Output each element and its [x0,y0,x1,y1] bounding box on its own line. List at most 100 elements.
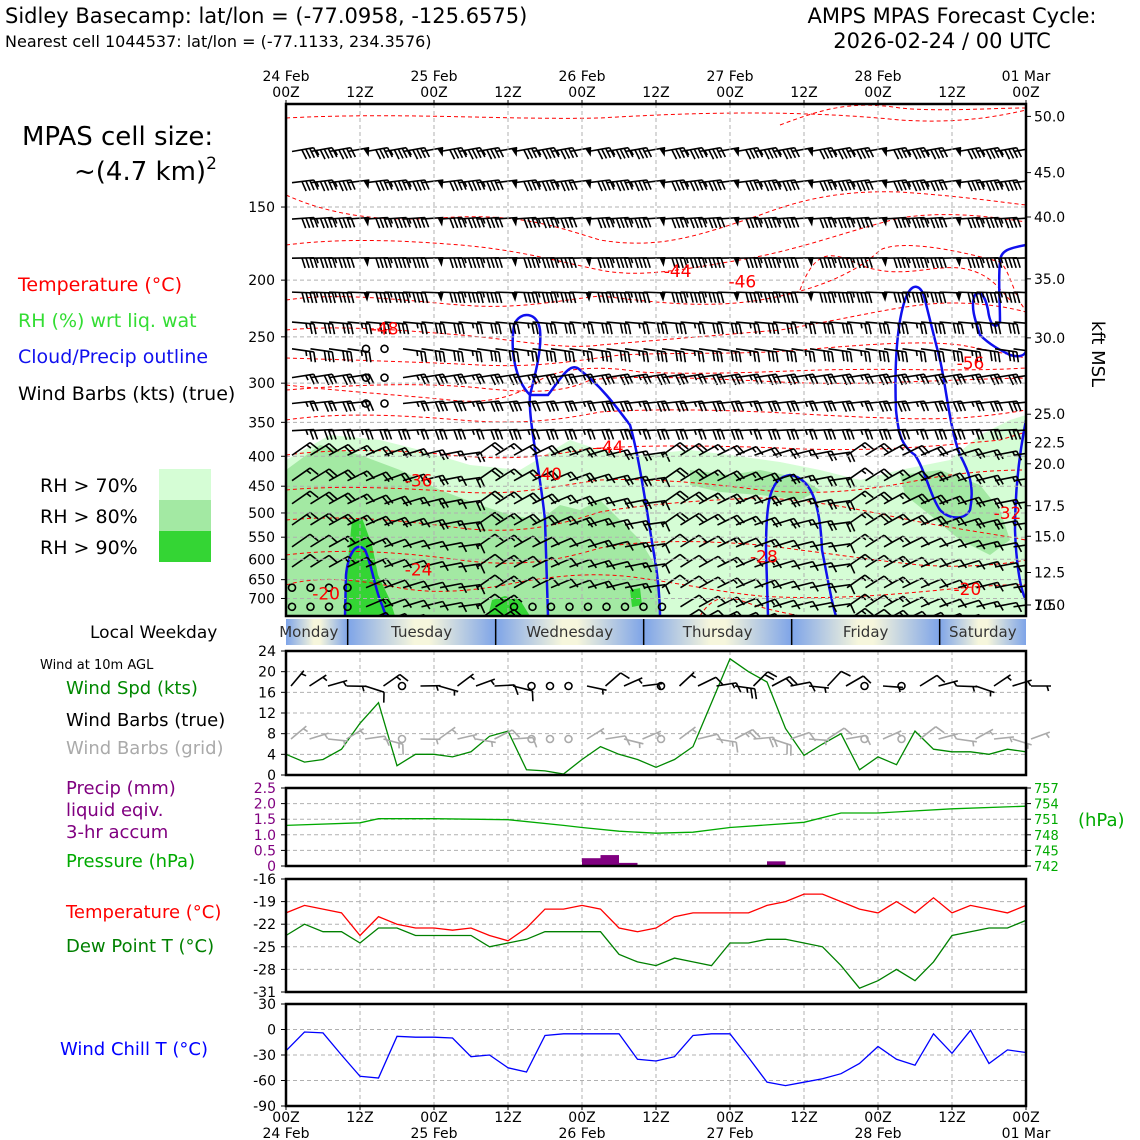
wind-barb [532,291,558,304]
barb-full [774,538,783,549]
barb-full [619,401,626,412]
barb-full [475,292,480,304]
barb-half [915,429,919,436]
barb-half [527,375,531,381]
wind-barb [1013,428,1026,432]
wind-barb [828,563,856,574]
barb-full [841,292,846,303]
barb-full [393,218,399,229]
barb-full [864,323,868,335]
cloud-precip-outline [343,243,1026,616]
wind-barb [680,575,708,589]
barb-full [545,323,550,334]
barb-full [349,147,357,158]
barb-full [638,292,643,303]
barb-shaft [919,726,937,740]
barb-half [419,449,424,455]
barb-full [768,737,775,748]
barb-full [1031,374,1036,384]
wind-barb [290,725,309,740]
barb-full [823,180,829,191]
barb-full [491,492,501,501]
bottom-date-label: 26 Feb [558,1126,605,1140]
barb-half [704,181,708,188]
barb-half [408,292,412,298]
wind-barb [957,146,986,160]
barb-full [989,401,996,412]
wind-barb [883,576,912,589]
barb-full [585,518,594,528]
barb-pennant [733,292,740,302]
wind-barb [661,441,689,456]
barb-half [398,743,400,749]
barb-full [940,612,949,616]
wind-barb [528,602,537,612]
barb-full [404,559,413,569]
barb-half [527,401,531,408]
barb-shaft [680,594,700,608]
barb-full [346,148,353,159]
barb-full [967,292,972,303]
wind-barb [569,495,598,507]
barb-full [460,147,468,158]
wind-barb [956,685,978,692]
wind-barb [698,576,727,589]
y-tick-label: 757 [1034,782,1059,797]
barb-full [712,257,717,269]
barb-full [424,373,430,384]
y-tick-label: 0 [267,859,276,875]
barb-full [512,351,516,362]
calm-circle [545,734,555,744]
barb-full [790,292,795,304]
wind-barb [939,579,968,590]
wind-barb [458,348,483,363]
barb-full [675,401,681,412]
barb-half [463,292,467,298]
barb-full [453,148,460,159]
barb-full [527,148,534,159]
barb-full [936,496,945,506]
barb-shaft [772,539,795,548]
barb-full [423,351,428,363]
barb-full [975,323,979,335]
barb-full [934,401,940,412]
barb-shaft [495,146,518,153]
wind-barb [661,533,689,548]
barb-full [901,148,908,159]
wind-barb [513,576,542,589]
wind-barb [860,734,869,744]
temp-contour-label: -20 [312,585,340,605]
barb-full [897,350,901,362]
barb-shaft [512,736,534,740]
barb-full [1044,351,1048,361]
barb-half [714,471,720,477]
barb-full [642,351,646,362]
wind-barb [865,321,891,335]
barb-pennant [659,257,666,267]
barb-full [786,180,792,191]
barb-shaft [1013,400,1026,405]
wind-barb [791,146,814,157]
bottom-hour-label: 12Z [494,1110,521,1126]
barb-full [934,429,940,441]
barb-half [704,218,708,224]
barb-half [363,495,368,501]
barb-full [790,323,794,335]
wind-barb [957,321,983,335]
barb-full [849,351,853,363]
barb-shaft [1013,373,1026,379]
wind-barb [347,146,370,157]
barb-shaft [1013,521,1026,526]
barb-half [510,493,516,499]
barb-half [988,730,994,736]
wind-barb [846,574,874,589]
barb-full [864,257,869,269]
barb-half [824,687,827,693]
barb-half [305,429,309,436]
wind-barb [698,595,727,608]
barb-full [911,257,917,269]
wind-barb [883,555,912,568]
wind-barb [661,574,689,589]
wind-barb [310,291,336,304]
wind-barb [384,598,413,609]
